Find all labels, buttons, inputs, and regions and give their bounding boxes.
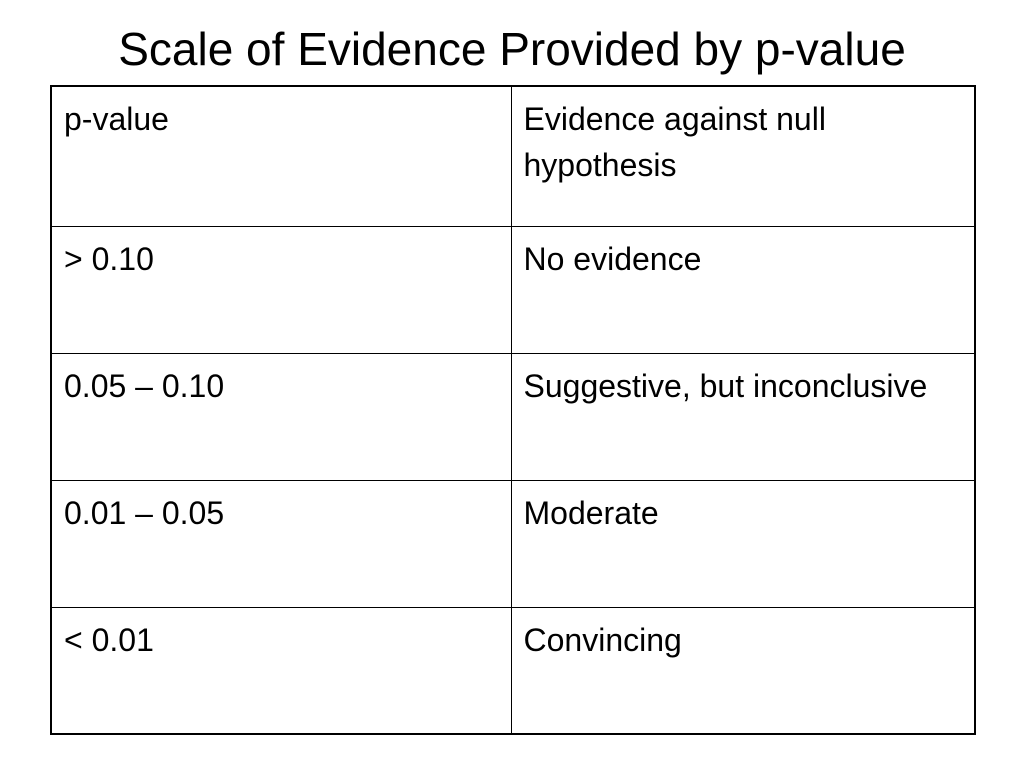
table-row: > 0.10 No evidence (50, 225, 976, 354)
evidence-cell: No evidence (510, 225, 976, 354)
evidence-cell: Convincing (510, 606, 976, 735)
evidence-cell: Suggestive, but inconclusive (510, 352, 976, 481)
pvalue-cell: < 0.01 (50, 606, 512, 735)
pvalue-cell: 0.01 – 0.05 (50, 479, 512, 608)
pvalue-cell: > 0.10 (50, 225, 512, 354)
table-header-row: p-value Evidence against null hypothesis (50, 85, 976, 227)
table-row: < 0.01 Convincing (50, 606, 976, 735)
pvalue-cell: 0.05 – 0.10 (50, 352, 512, 481)
evidence-cell: Moderate (510, 479, 976, 608)
header-cell-evidence: Evidence against null hypothesis (510, 85, 976, 227)
evidence-scale-table: p-value Evidence against null hypothesis… (50, 85, 976, 735)
slide-title: Scale of Evidence Provided by p-value (118, 23, 906, 75)
table-row: 0.01 – 0.05 Moderate (50, 479, 976, 608)
header-cell-pvalue: p-value (50, 85, 512, 227)
table-row: 0.05 – 0.10 Suggestive, but inconclusive (50, 352, 976, 481)
